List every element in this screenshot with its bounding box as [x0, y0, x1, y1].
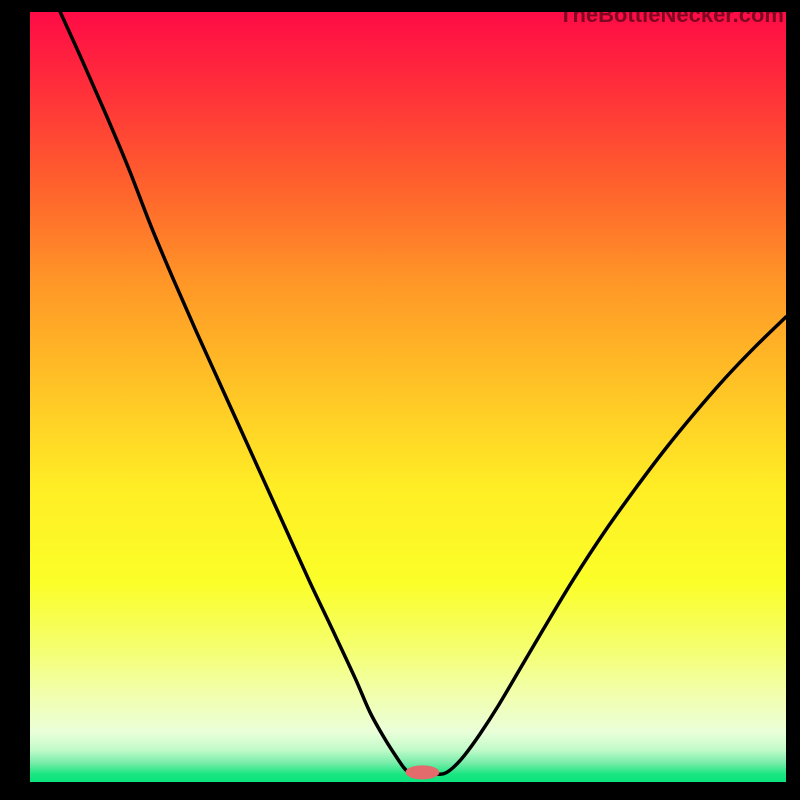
plot-area: [30, 12, 786, 782]
watermark-text: TheBottleNecker.com: [559, 2, 784, 28]
chart-container: TheBottleNecker.com: [0, 0, 800, 800]
bottleneck-curve: [60, 12, 786, 774]
optimum-marker: [405, 765, 439, 779]
curve-overlay: [30, 12, 786, 782]
